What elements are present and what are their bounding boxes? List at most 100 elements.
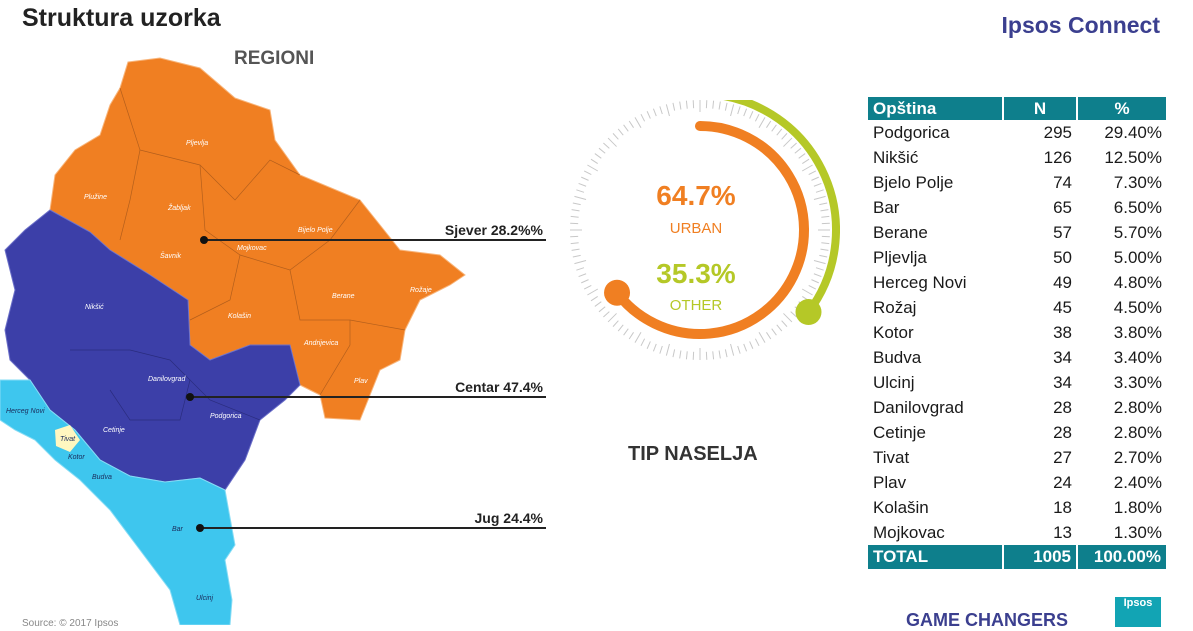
cell-municipality: Podgorica (868, 120, 1003, 145)
gauge-dot-other (796, 299, 822, 325)
gauge-tick (576, 268, 584, 270)
other-label: OTHER (596, 297, 796, 314)
gauge-tick (819, 255, 827, 257)
cell-count: 18 (1003, 495, 1077, 520)
gauge-tick (653, 344, 656, 351)
gauge-tick (584, 285, 591, 289)
gauge-tick (618, 325, 623, 331)
gauge-tick (571, 216, 579, 217)
cell-count: 13 (1003, 520, 1077, 545)
gauge-tick (802, 165, 812, 171)
gauge-tick (802, 289, 812, 295)
gauge-tick (584, 171, 591, 175)
gauge-tick (814, 183, 821, 186)
tagline: GAME CHANGERS (906, 610, 1068, 631)
cell-municipality: Danilovgrad (868, 395, 1003, 420)
gauge-tick (581, 280, 588, 283)
gauge-tick (629, 121, 633, 128)
municipality-label: Podgorica (210, 413, 242, 420)
cell-count: 49 (1003, 270, 1077, 295)
gauge-tick (755, 114, 759, 121)
gauge-tick (777, 325, 782, 331)
region-label-center: Centar 47.4% (455, 379, 543, 395)
source-note: Source: © 2017 Ipsos (22, 618, 118, 629)
gauge-tick (759, 332, 765, 342)
cell-municipality: Plav (868, 470, 1003, 495)
cell-percent: 2.70% (1077, 445, 1167, 470)
gauge-tick (766, 332, 770, 339)
gauge-tick (811, 280, 818, 283)
gauge-tick (766, 121, 770, 128)
gauge-tick (653, 109, 656, 116)
municipality-label: Mojkovac (237, 245, 267, 252)
cell-percent: 12.50% (1077, 145, 1167, 170)
cell-municipality: Kotor (868, 320, 1003, 345)
gauge-tick (755, 339, 759, 346)
region-label-south: Jug 24.4% (475, 510, 543, 526)
gauge-tick (731, 104, 734, 116)
municipality-label: Žabljak (167, 203, 191, 212)
gauge-tick (750, 111, 753, 118)
gauge-tick (581, 177, 588, 180)
cell-count: 126 (1003, 145, 1077, 170)
cell-municipality: Bjelo Polje (868, 170, 1003, 195)
cell-municipality: Rožaj (868, 295, 1003, 320)
gauge-tick (814, 261, 826, 264)
gauge-tick (731, 344, 734, 356)
cell-municipality: Berane (868, 220, 1003, 245)
ipsos-logo: Ipsos (1115, 597, 1161, 627)
municipality-label: Kolašin (228, 313, 251, 320)
gauge-tick (713, 351, 714, 359)
gauge-tick (814, 196, 826, 199)
gauge-tick (574, 196, 586, 199)
municipality-label: Rožaje (410, 287, 432, 294)
cell-percent: 2.80% (1077, 420, 1167, 445)
cell-percent: 3.30% (1077, 370, 1167, 395)
total-percent: 100.00% (1077, 545, 1167, 569)
gauge-tick (660, 346, 662, 354)
gauge-tick (820, 249, 828, 250)
cell-count: 28 (1003, 420, 1077, 445)
gauge-tick (573, 255, 581, 257)
gauge-tick (719, 102, 720, 110)
cell-percent: 7.30% (1077, 170, 1167, 195)
cell-count: 38 (1003, 320, 1077, 345)
gauge-tick (791, 143, 797, 148)
municipality-label: Cetinje (103, 427, 125, 434)
municipality-label: Andrijevica (303, 340, 338, 347)
urban-label: URBAN (596, 220, 796, 237)
gauge-tick (608, 138, 616, 146)
gauge-tick (744, 344, 747, 351)
cell-percent: 3.80% (1077, 320, 1167, 345)
cell-count: 57 (1003, 220, 1077, 245)
cell-percent: 6.50% (1077, 195, 1167, 220)
cell-percent: 2.40% (1077, 470, 1167, 495)
cell-percent: 4.80% (1077, 270, 1167, 295)
gauge-tick (759, 117, 765, 127)
gauge-tick (576, 190, 584, 192)
gauge-tick (725, 103, 727, 111)
municipality-label: Bar (172, 526, 184, 533)
gauge-tick (816, 190, 824, 192)
cell-count: 24 (1003, 470, 1077, 495)
region-marker-dot (196, 524, 204, 532)
gauge-tick (666, 104, 669, 116)
other-percent: 35.3% (596, 258, 796, 290)
municipality-label: Ulcinj (196, 595, 214, 602)
gauge-tick (738, 106, 740, 114)
gauge-tick (738, 346, 740, 354)
gauge-tick (750, 341, 753, 348)
gauge-tick (635, 117, 641, 127)
